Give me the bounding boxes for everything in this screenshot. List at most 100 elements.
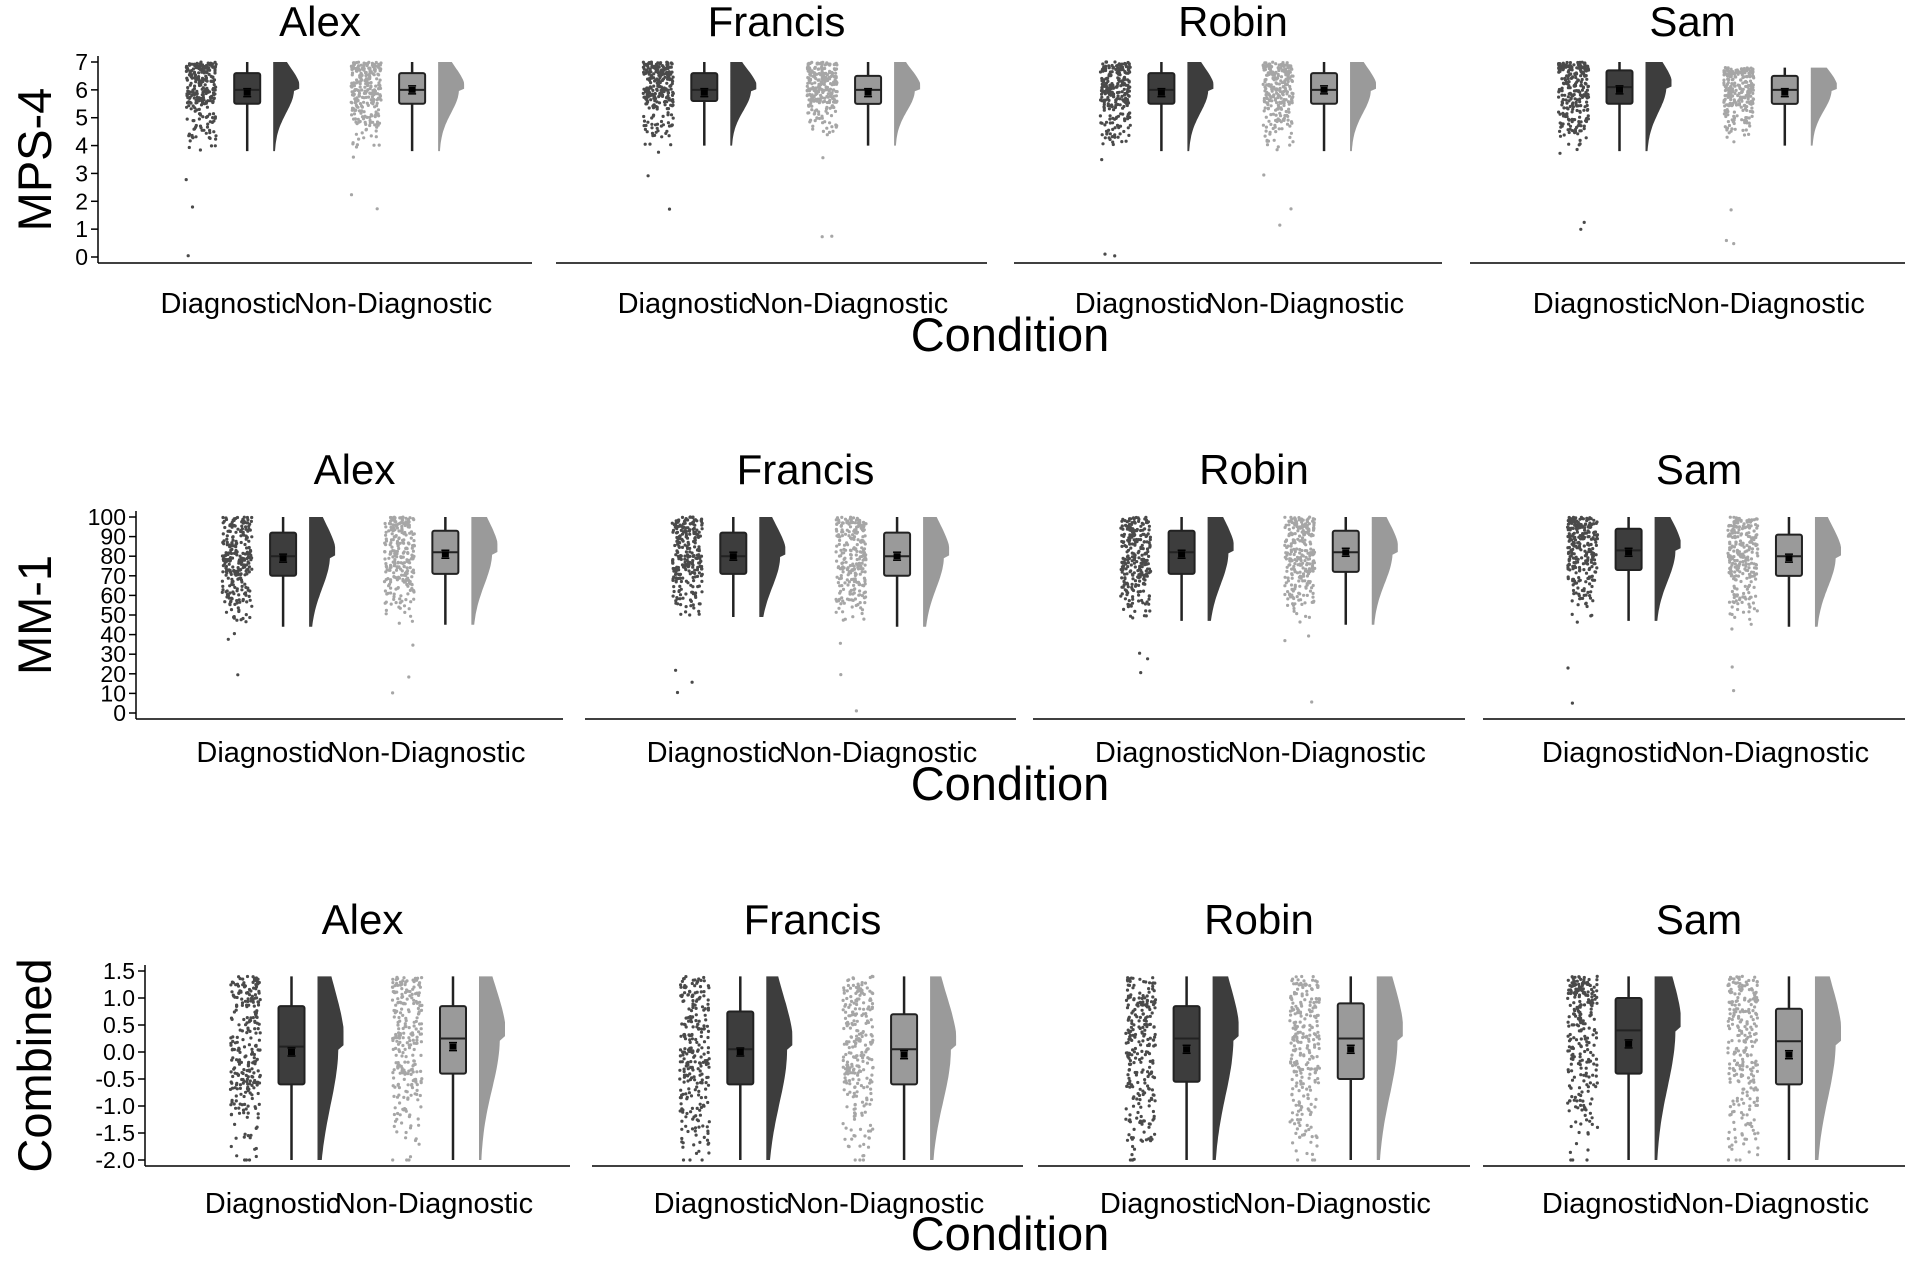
data-point [384,525,388,529]
density-cloud [759,517,786,617]
data-point [240,584,244,589]
data-point [239,562,244,567]
data-point [829,82,833,86]
data-point [395,1130,399,1134]
data-point [1578,109,1582,113]
data-point [233,524,237,528]
data-point [419,1008,424,1013]
data-point [1750,100,1755,104]
data-point [247,539,251,543]
data-point [397,1049,402,1054]
data-point [238,1028,242,1032]
y-tick-label: -2.0 [95,1147,135,1173]
data-point [834,71,838,75]
data-point [644,102,648,106]
data-point [397,1093,401,1097]
data-point [357,137,361,141]
data-point [397,529,401,533]
data-point [653,123,658,127]
data-point [255,980,259,984]
data-point [835,99,839,103]
data-point [837,520,841,525]
data-point [1735,114,1739,118]
data-point [1736,602,1740,606]
data-point [828,121,832,125]
data-point [669,87,673,91]
data-point [858,540,863,544]
data-point [697,609,701,614]
data-point [1102,106,1106,110]
data-point [1739,519,1743,523]
data-point [808,67,812,71]
data-point [392,1015,396,1019]
data-point [1288,124,1292,128]
data-point [1133,609,1137,614]
data-point [839,602,843,606]
data-point [407,1026,411,1030]
data-point [354,145,359,149]
data-point [394,550,398,554]
data-point [1578,542,1582,546]
data-point [1287,563,1291,567]
data-point [1579,74,1583,78]
data-point [396,1083,400,1087]
data-point [362,96,366,100]
data-point [1582,65,1586,69]
data-point [855,531,859,535]
data-point [841,521,845,525]
data-point [1103,84,1107,88]
data-point [1727,123,1732,128]
data-point [695,528,699,532]
data-point [1130,601,1135,605]
data-point [190,90,194,94]
mean-point [1320,86,1328,93]
data-point [237,608,241,612]
data-point [1104,60,1108,64]
data-point [197,107,201,111]
data-point [250,515,254,520]
data-point [357,64,361,68]
data-point [410,619,414,623]
panel-title: Francis [744,896,882,943]
data-point [657,78,661,83]
data-point [834,550,838,554]
data-point [813,65,817,69]
data-point [1283,584,1287,588]
data-point [1290,576,1294,580]
data-point [819,80,823,84]
data-point [1109,93,1113,97]
data-point [398,980,402,984]
data-point [1575,620,1579,624]
data-point [1566,77,1570,81]
data-point [1747,518,1751,522]
data-point [1748,605,1752,609]
data-point [191,104,195,108]
data-point [234,1083,239,1087]
data-point [185,101,190,105]
data-point [258,1031,262,1035]
raw-points [220,515,254,677]
data-point [1731,94,1735,98]
data-point [855,516,859,521]
data-point [356,98,360,102]
data-point [810,82,814,86]
data-point [234,545,238,549]
data-point [374,84,378,88]
data-point [197,71,201,75]
data-point [254,1154,258,1159]
data-point [1132,520,1136,524]
density-cloud [894,62,921,146]
raw-points [1098,60,1132,258]
data-point [1572,93,1576,97]
data-point [1749,595,1753,599]
data-point [1577,579,1581,583]
data-point [397,1036,402,1040]
data-point [410,582,414,587]
data-point [384,533,388,537]
data-point [205,105,209,109]
data-point [200,93,204,97]
data-point [1735,68,1739,72]
data-point [815,116,819,120]
data-point [1310,700,1314,704]
data-point [201,101,205,105]
